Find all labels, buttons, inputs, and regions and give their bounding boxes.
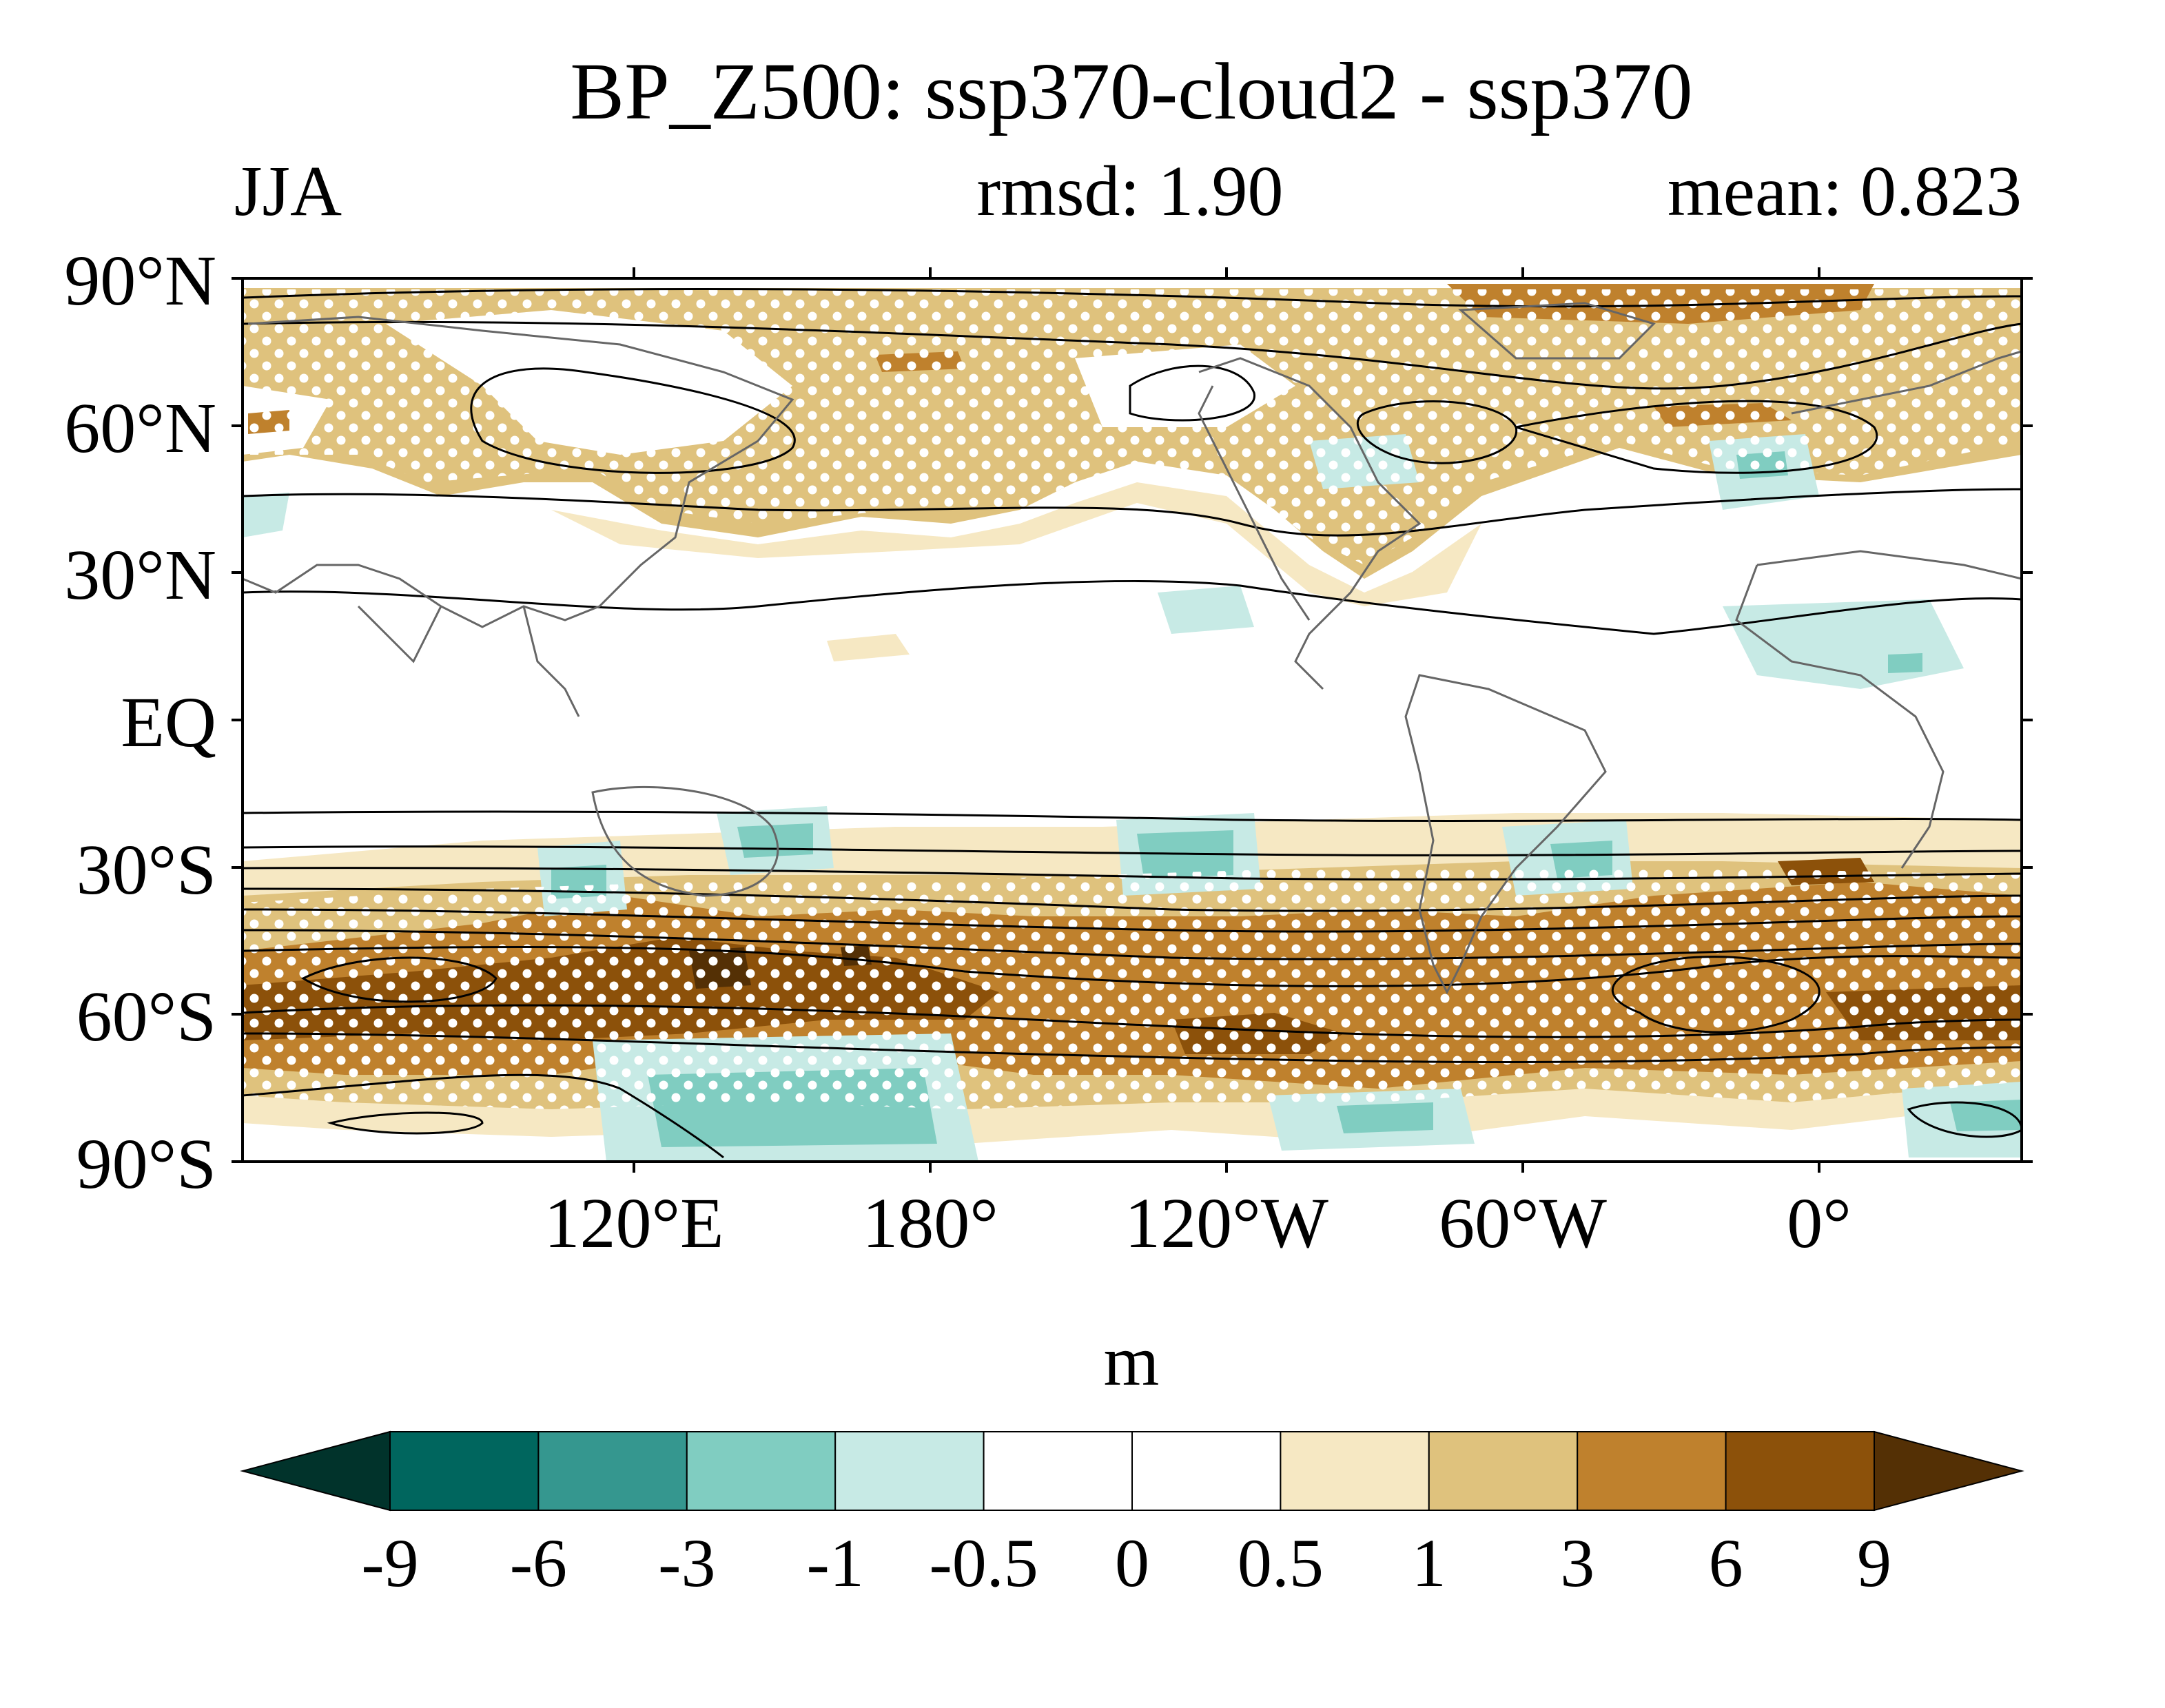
lat-label: EQ — [121, 683, 216, 762]
colorbar-tick-label: -3 — [658, 1525, 715, 1601]
colorbar-units: m — [1104, 1321, 1160, 1401]
lon-label: 120°E — [544, 1184, 724, 1263]
lon-label: 0° — [1787, 1184, 1851, 1263]
colorbar-labels: -9 -6 -3 -1 -0.5 0 0.5 1 3 6 9 — [361, 1525, 1891, 1601]
lon-label: 180° — [862, 1184, 998, 1263]
lat-label: 30°N — [64, 535, 216, 615]
axis-ticks — [232, 267, 2033, 1173]
colorbar-box — [1428, 1431, 1579, 1511]
lat-label: 30°S — [76, 830, 216, 909]
colorbar-tick-label: -9 — [361, 1525, 418, 1601]
climatology-contours — [243, 288, 2022, 1159]
map-title: BP_Z500: ssp370-cloud2 - ssp370 — [570, 46, 1692, 136]
colorbar-tick-label: 3 — [1560, 1525, 1594, 1601]
colorbar-box — [1280, 1431, 1430, 1511]
colorbar-box — [389, 1431, 540, 1511]
colorbar-extend-high — [1874, 1430, 2024, 1512]
lat-label: 60°N — [64, 389, 216, 468]
lat-label: 60°S — [76, 977, 216, 1056]
colorbar-box — [1131, 1431, 1282, 1511]
lat-label: 90°S — [76, 1124, 216, 1204]
map-panel — [243, 278, 2022, 1162]
colorbar-tick-label: 0.5 — [1238, 1525, 1324, 1601]
colorbar-tick-label: -0.5 — [929, 1525, 1038, 1601]
colorbar-box — [1725, 1431, 1876, 1511]
colorbar-extend-low — [240, 1430, 391, 1512]
colorbar-box — [983, 1431, 1133, 1511]
colorbar: m -9 -6 -3 -1 -0.5 0 0.5 1 3 6 9 — [240, 1321, 2024, 1601]
lon-labels: 120°E 180° 120°W 60°W 0° — [544, 1184, 1851, 1263]
colorbar-tick-label: -1 — [807, 1525, 864, 1601]
colorbar-tick-label: 0 — [1115, 1525, 1149, 1601]
lon-label: 120°W — [1125, 1184, 1328, 1263]
mean-label: mean: 0.823 — [1668, 152, 2022, 231]
colorbar-box — [1577, 1431, 1727, 1511]
colorbar-tick-label: 9 — [1857, 1525, 1891, 1601]
colorbar-box — [686, 1431, 837, 1511]
coastlines — [243, 302, 2022, 995]
lat-label: 90°N — [64, 241, 216, 320]
colorbar-tick-label: -6 — [510, 1525, 567, 1601]
colorbar-box — [834, 1431, 985, 1511]
colorbar-boxes — [240, 1430, 2024, 1512]
colorbar-tick-label: 6 — [1709, 1525, 1743, 1601]
season-label: JJA — [234, 152, 342, 231]
colorbar-tick-label: 1 — [1412, 1525, 1446, 1601]
lat-labels: 90°N 60°N 30°N EQ 30°S 60°S 90°S — [64, 241, 216, 1204]
lon-label: 60°W — [1439, 1184, 1607, 1263]
rmsd-label: rmsd: 1.90 — [977, 152, 1284, 231]
colorbar-box — [537, 1431, 688, 1511]
